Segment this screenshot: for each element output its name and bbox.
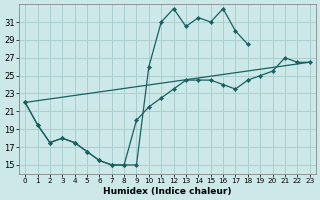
X-axis label: Humidex (Indice chaleur): Humidex (Indice chaleur) (103, 187, 232, 196)
